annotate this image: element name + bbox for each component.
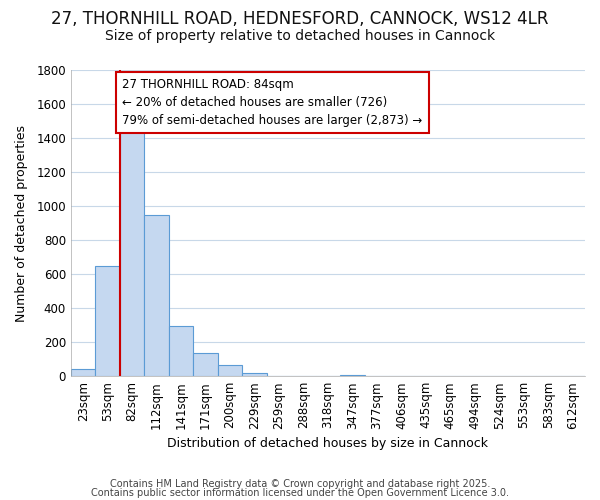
Bar [193,353,218,376]
Bar [95,266,120,376]
Y-axis label: Number of detached properties: Number of detached properties [15,124,28,322]
Bar [120,121,145,376]
X-axis label: Distribution of detached houses by size in Cannock: Distribution of detached houses by size … [167,437,488,450]
Bar [218,365,242,376]
Text: 27, THORNHILL ROAD, HEDNESFORD, CANNOCK, WS12 4LR: 27, THORNHILL ROAD, HEDNESFORD, CANNOCK,… [51,10,549,28]
Text: Contains HM Land Registry data © Crown copyright and database right 2025.: Contains HM Land Registry data © Crown c… [110,479,490,489]
Text: 27 THORNHILL ROAD: 84sqm
← 20% of detached houses are smaller (726)
79% of semi-: 27 THORNHILL ROAD: 84sqm ← 20% of detach… [122,78,422,126]
Bar [169,326,193,376]
Bar [71,368,95,376]
Bar [242,373,267,376]
Text: Size of property relative to detached houses in Cannock: Size of property relative to detached ho… [105,29,495,43]
Text: Contains public sector information licensed under the Open Government Licence 3.: Contains public sector information licen… [91,488,509,498]
Bar [145,214,169,376]
